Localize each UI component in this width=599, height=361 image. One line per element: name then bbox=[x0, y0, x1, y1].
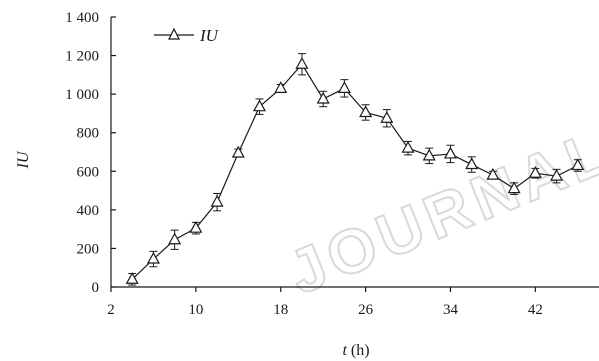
legend-label: IU bbox=[199, 26, 220, 45]
axes: 0 200 400 600 800 1 000 1 200 1 400 2 10 18 26 34 42 bbox=[65, 10, 599, 318]
watermark: JOURNALS bbox=[279, 98, 599, 308]
x-axis-title-var: t bbox=[342, 342, 347, 359]
series-marks bbox=[125, 53, 585, 286]
data-point bbox=[528, 165, 542, 178]
x-tick-label: 34 bbox=[443, 302, 459, 318]
x-tick-label: 18 bbox=[273, 302, 288, 318]
data-point bbox=[253, 99, 267, 112]
data-point bbox=[231, 145, 245, 158]
y-tick-label: 1 400 bbox=[65, 10, 99, 26]
data-point bbox=[316, 91, 330, 104]
x-tick-label: 26 bbox=[358, 302, 374, 318]
data-point bbox=[401, 140, 415, 153]
legend-marker bbox=[168, 27, 180, 40]
data-point bbox=[168, 232, 182, 245]
x-tick-label: 10 bbox=[188, 302, 203, 318]
data-point bbox=[337, 81, 351, 93]
data-point bbox=[146, 251, 160, 264]
x-tick-label: 42 bbox=[528, 302, 543, 318]
y-tick-label: 600 bbox=[77, 164, 100, 180]
y-tick-label: 800 bbox=[77, 126, 100, 142]
data-point bbox=[274, 81, 288, 93]
data-point bbox=[189, 220, 203, 233]
x-axis-title-unit: (h) bbox=[347, 342, 370, 359]
x-axis-title: t (h) bbox=[342, 342, 369, 359]
data-point bbox=[422, 148, 436, 161]
data-point bbox=[486, 167, 500, 180]
data-point bbox=[465, 157, 479, 170]
y-tick-label: 1 200 bbox=[65, 49, 99, 65]
y-tick-label: 1 000 bbox=[65, 87, 99, 103]
y-tick-label: 400 bbox=[77, 203, 100, 219]
data-point bbox=[125, 272, 139, 284]
data-point bbox=[210, 194, 224, 207]
y-axis-title: IU bbox=[15, 150, 32, 169]
data-point bbox=[507, 181, 521, 194]
data-point bbox=[443, 146, 457, 159]
data-point bbox=[550, 168, 564, 181]
y-tick-label: 0 bbox=[92, 280, 100, 296]
legend: IU bbox=[154, 26, 220, 45]
x-tick-label: 2 bbox=[107, 302, 115, 318]
series-line bbox=[131, 63, 579, 280]
data-point bbox=[295, 57, 309, 69]
data-point bbox=[571, 158, 585, 171]
data-point bbox=[380, 111, 394, 123]
data-point bbox=[359, 105, 373, 118]
y-tick-label: 200 bbox=[77, 241, 100, 257]
